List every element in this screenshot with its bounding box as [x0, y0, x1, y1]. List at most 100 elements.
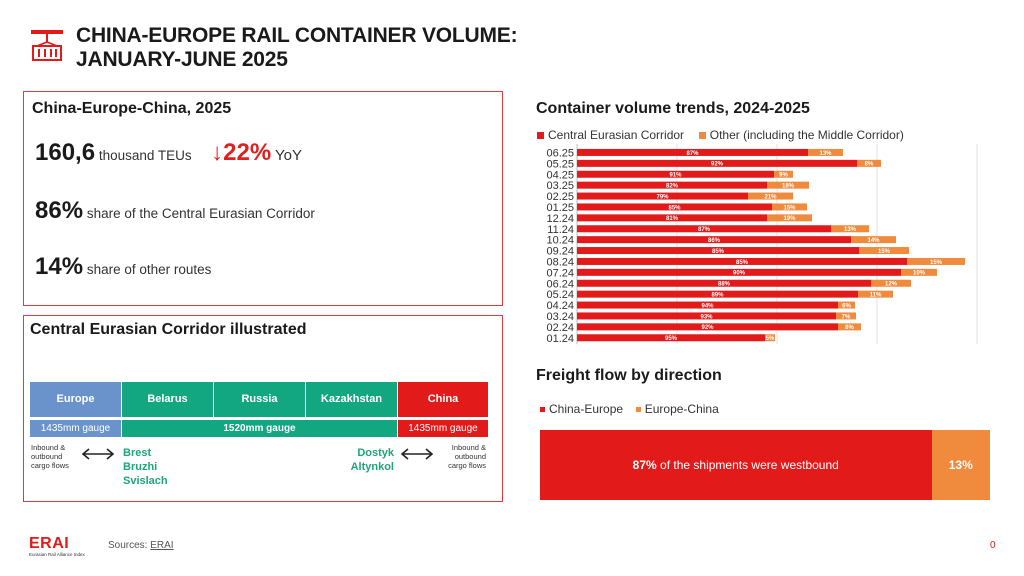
bar-other	[851, 236, 896, 244]
tick-label: 10.24	[546, 235, 574, 247]
tick-label: 04.25	[546, 169, 574, 181]
data-label: 13%	[844, 227, 857, 233]
data-label: 15%	[783, 205, 796, 211]
data-label: 10%	[913, 271, 926, 277]
container-crane-icon	[31, 30, 63, 61]
sources-link[interactable]: ERAI	[150, 540, 174, 551]
sources-label: Sources:	[108, 540, 148, 551]
sources: Sources: ERAI	[108, 540, 174, 551]
country-europe: Europe	[30, 382, 121, 417]
legend-eastbound: Europe-China	[644, 402, 719, 416]
tick-label: 02.25	[546, 191, 574, 203]
double-arrow-icon	[400, 448, 434, 460]
gauge-china: 1435mm gauge	[398, 420, 488, 437]
trends-legend: Central Eurasian Corridor Other (includi…	[537, 128, 904, 142]
bar-central	[577, 301, 838, 309]
flows-left-label: Inbound & outbound cargo flows	[31, 443, 69, 470]
bar-central	[577, 257, 907, 265]
kpi-central-share-value: 86%	[35, 197, 84, 224]
flow-bar-eastbound: 13%	[931, 430, 990, 500]
bar-other	[838, 301, 855, 309]
flow-westbound-text: of the shipments were westbound	[660, 458, 839, 472]
summary-panel: China-Europe-China, 2025 160,6 thousand …	[23, 91, 503, 306]
erai-logo-subtitle: Eurasian Rail Alliance Index	[29, 552, 85, 557]
tick-label: 03.24	[546, 311, 574, 323]
border-cities-west: Brest Bruzhi Svislach	[123, 447, 168, 487]
kpi-central-share-text: share of the Central Eurasian Corridor	[86, 206, 315, 221]
bar-central	[577, 279, 871, 287]
data-label: 92%	[711, 162, 724, 168]
double-arrow-icon	[81, 448, 115, 460]
bar-central	[577, 312, 836, 320]
bar-central	[577, 181, 767, 189]
corridor-title: Central Eurasian Corridor illustrated	[30, 321, 307, 338]
data-label: 92%	[701, 325, 714, 331]
flow-legend: China-Europe Europe-China	[540, 402, 719, 416]
bar-central	[577, 290, 858, 298]
data-label: 95%	[665, 336, 678, 342]
page-number: 0	[990, 540, 996, 551]
bar-central	[577, 247, 859, 255]
erai-logo: ERAI Eurasian Rail Alliance Index	[29, 536, 85, 558]
data-label: 82%	[666, 183, 679, 189]
flow-chart-title: Freight flow by direction	[536, 367, 722, 384]
erai-logo-text: ERAI	[29, 535, 70, 552]
data-label: 87%	[686, 151, 699, 157]
page-title: CHINA-EUROPE RAIL CONTAINER VOLUME: JANU…	[76, 24, 518, 72]
bar-central	[577, 236, 851, 244]
legend-swatch-eastbound	[635, 407, 641, 413]
trends-chart: 06.25 87% 13% 05.25 92% 8% 04.25 91% 9% 03.25 82% 1…	[546, 144, 978, 345]
border-cities-east: Dostyk Altynkol	[350, 447, 394, 473]
tick-label: 04.24	[546, 300, 574, 312]
tick-label: 09.24	[546, 246, 574, 258]
summary-title: China-Europe-China, 2025	[32, 100, 232, 117]
data-label: 8%	[845, 325, 854, 331]
data-label: 19%	[783, 216, 796, 222]
tick-label: 05.25	[546, 158, 574, 170]
country-china: China	[398, 382, 488, 417]
data-label: 85%	[736, 260, 749, 266]
bar-other	[838, 323, 861, 331]
data-label: 86%	[708, 238, 721, 244]
tick-label: 05.24	[546, 289, 574, 301]
bar-other	[859, 247, 909, 255]
bar-other	[748, 192, 793, 200]
bar-other	[836, 312, 856, 320]
kpi-volume-unit: thousand TEUs	[98, 148, 192, 163]
corridor-panel: Central Eurasian Corridor illustrated Eu…	[23, 315, 503, 502]
tick-label: 12.24	[546, 213, 574, 225]
legend-swatch-other	[698, 132, 706, 140]
data-label: 81%	[666, 216, 679, 222]
bar-other	[767, 214, 812, 222]
data-label: 5%	[766, 336, 775, 342]
bar-central	[577, 323, 838, 331]
tick-label: 03.25	[546, 180, 574, 192]
data-label: 90%	[733, 271, 746, 277]
kpi-other-share: 14% share of other routes	[35, 253, 211, 281]
data-label: 85%	[712, 249, 725, 255]
kpi-volume: 160,6 thousand TEUs ↓22% YoY	[35, 139, 302, 167]
kpi-change-value: ↓22%	[211, 139, 272, 166]
data-label: 91%	[669, 173, 682, 179]
tick-label: 11.24	[547, 224, 574, 236]
data-label: 79%	[656, 194, 669, 200]
gauge-transit: 1520mm gauge	[122, 420, 397, 437]
legend-other: Other (including the Middle Corridor)	[709, 128, 904, 142]
kpi-change-unit: YoY	[274, 147, 302, 164]
tick-label: 08.24	[546, 256, 574, 268]
kpi-other-share-value: 14%	[35, 253, 84, 280]
bar-central	[577, 192, 748, 200]
trends-chart-title: Container volume trends, 2024-2025	[536, 100, 810, 117]
data-label: 12%	[885, 282, 898, 288]
bar-other	[831, 225, 869, 233]
flow-westbound-value: 87%	[632, 458, 657, 472]
bar-central	[577, 334, 765, 342]
data-label: 93%	[700, 314, 713, 320]
bar-central	[577, 159, 857, 167]
tick-label: 01.24	[546, 333, 574, 345]
bar-other	[767, 181, 809, 189]
data-label: 15%	[930, 260, 943, 266]
data-label: 85%	[668, 205, 681, 211]
country-kazakhstan: Kazakhstan	[306, 382, 397, 417]
bar-other	[907, 257, 965, 265]
